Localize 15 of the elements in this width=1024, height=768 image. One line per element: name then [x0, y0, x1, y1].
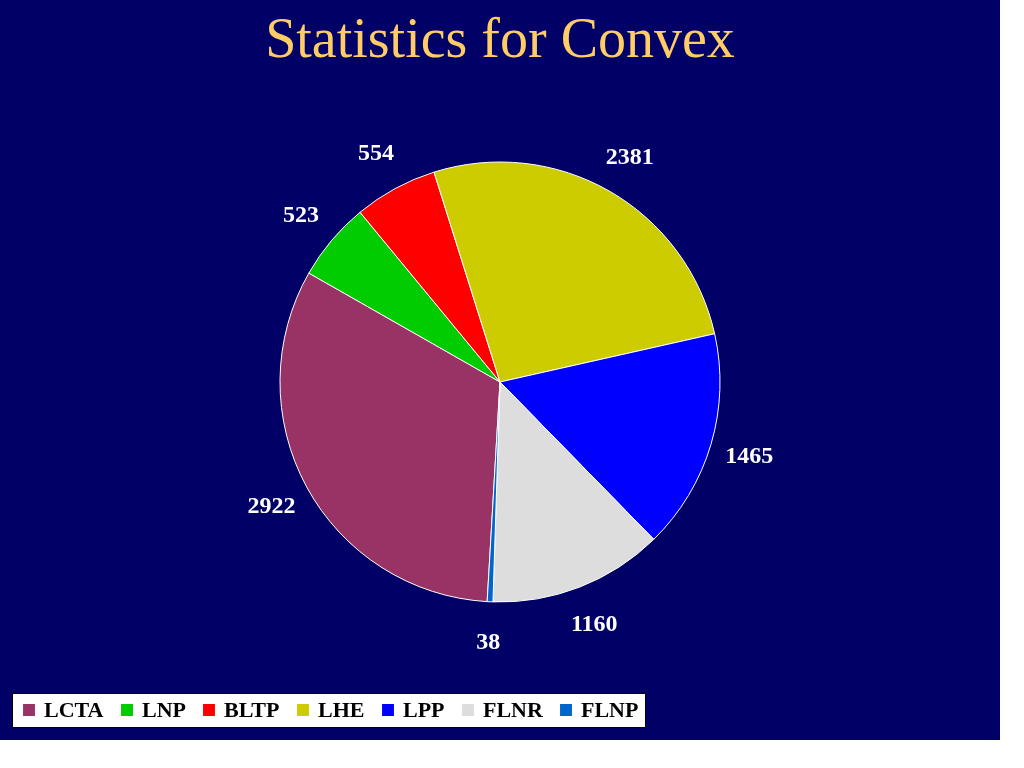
legend-label: BLTP	[224, 697, 280, 722]
legend-label: LHE	[318, 697, 365, 722]
chart-title: Statistics for Convex	[265, 7, 735, 69]
legend-label: FLNP	[581, 697, 639, 722]
data-label: 1160	[570, 610, 618, 637]
legend-label: FLNR	[483, 697, 544, 722]
data-label: 1465	[725, 441, 774, 468]
data-label: 2922	[247, 492, 296, 519]
legend-label: LCTA	[44, 697, 104, 722]
data-label: 523	[283, 200, 320, 227]
legend-label: LNP	[142, 697, 186, 722]
data-label: 2381	[605, 142, 654, 169]
data-label: 554	[358, 139, 395, 166]
data-label: 38	[476, 627, 501, 654]
legend-label: LPP	[403, 697, 445, 722]
